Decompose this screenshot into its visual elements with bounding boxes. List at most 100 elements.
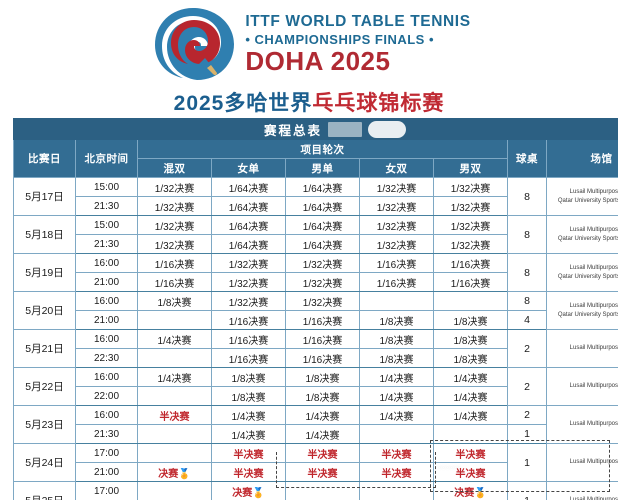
cell-womens-doubles: 1/32决赛 (359, 177, 434, 197)
cell-womens-singles: 1/8决赛 (211, 386, 286, 406)
cell-mixed-doubles: 半决赛 (137, 405, 212, 425)
cell-mens-doubles (433, 424, 508, 444)
cell-beijing-time: 21:30 (75, 196, 138, 216)
cell-venue: Lusail Multipurpose Hall (546, 481, 618, 500)
table-row: 22:30 1/16决赛 1/16决赛 1/8决赛 1/8决赛 (14, 348, 618, 368)
cell-mens-singles: 1/64决赛 (285, 196, 360, 216)
table-row: 5月24日 17:00 半决赛 半决赛 半决赛 半决赛 1 Lusail Multipurpo… (13, 443, 618, 482)
cell-womens-singles: 1/32决赛 (211, 291, 286, 311)
cell-womens-doubles: 1/4决赛 (359, 367, 434, 387)
cell-beijing-time: 16:00 (75, 329, 138, 349)
cell-mens-doubles: 1/32决赛 (433, 215, 508, 235)
venue-line-2: Qatar University Sports Complex (557, 273, 618, 280)
cell-mens-singles: 1/16决赛 (285, 310, 360, 330)
cell-venue: Lusail Multipurpose Hall (546, 405, 618, 444)
cell-womens-singles: 1/4决赛 (211, 405, 286, 425)
col-header-womens-doubles: 女双 (359, 158, 434, 178)
cell-mens-doubles: 1/32决赛 (433, 196, 508, 216)
cell-venue: Lusail Multipurpose HallQatar University… (546, 177, 618, 216)
cell-womens-doubles: 1/4决赛 (359, 405, 434, 425)
table-row: 5月17日 15:00 1/32决赛 1/64决赛 1/64决赛 1/32决赛 1/32决赛… (13, 177, 618, 216)
table-row: 21:30 1/32决赛 1/64决赛 1/64决赛 1/32决赛 1/32决赛 (14, 234, 618, 254)
cell-womens-singles: 1/32决赛 (211, 272, 286, 292)
cell-mixed-doubles (137, 348, 212, 368)
cell-mens-singles: 1/64决赛 (285, 177, 360, 197)
cell-beijing-time: 15:00 (75, 177, 138, 197)
cell-womens-doubles: 1/4决赛 (359, 386, 434, 406)
cell-beijing-time: 22:00 (75, 386, 138, 406)
cell-match-day: 5月25日 (13, 481, 76, 500)
venue-line-2: Qatar University Sports Complex (557, 197, 618, 204)
cell-match-day: 5月18日 (13, 215, 76, 254)
schedule-title-row: 赛程总表 (13, 118, 618, 140)
table-row: 21:00 1/16决赛 1/32决赛 1/32决赛 1/16决赛 1/16决赛 (14, 272, 618, 292)
cell-match-day: 5月21日 (13, 329, 76, 368)
cell-mixed-doubles: 1/32决赛 (137, 196, 212, 216)
redaction-block-a (328, 121, 362, 137)
cell-mens-doubles: 1/4决赛 (433, 405, 508, 425)
cell-match-day: 5月19日 (13, 253, 76, 292)
schedule-table-body: 5月17日 15:00 1/32决赛 1/64决赛 1/64决赛 1/32决赛 1/32决赛… (13, 177, 618, 500)
venue-line-1: Lusail Multipurpose Hall (547, 496, 618, 500)
cell-womens-singles: 1/64决赛 (211, 234, 286, 254)
cell-beijing-time: 21:30 (75, 424, 138, 444)
table-row: 5月22日 16:00 1/4决赛 1/8决赛 1/8决赛 1/4决赛 1/4决赛 2 Lusa… (13, 367, 618, 406)
cell-venue: Lusail Multipurpose HallQatar University… (546, 291, 618, 330)
cell-womens-doubles: 1/16决赛 (359, 272, 434, 292)
cell-table-count: 2 (507, 329, 547, 368)
cell-mixed-doubles: 决赛🏅 (137, 462, 212, 482)
ittf-doha-logo-icon (147, 2, 239, 86)
cell-mens-singles: 1/4决赛 (285, 424, 360, 444)
cell-mens-singles: 1/32决赛 (285, 291, 360, 311)
cell-mens-doubles: 1/8决赛 (433, 348, 508, 368)
cell-beijing-time: 16:00 (75, 291, 138, 311)
cell-mixed-doubles (137, 481, 212, 500)
cell-mixed-doubles: 1/16决赛 (137, 253, 212, 273)
col-header-tables: 球桌 (507, 139, 547, 178)
cell-womens-doubles (359, 481, 434, 500)
cell-mens-singles: 半决赛 (285, 443, 360, 463)
cell-womens-doubles: 1/8决赛 (359, 329, 434, 349)
cell-table-count: 1 (507, 481, 547, 500)
cell-mixed-doubles: 1/32决赛 (137, 215, 212, 235)
schedule-table-container: 赛程总表 比赛日 北京时间 项目轮次 球桌 场馆 混双 女单 (13, 118, 618, 500)
venue-line-1: Lusail Multipurpose Hall (569, 303, 618, 310)
cell-beijing-time: 21:30 (75, 234, 138, 254)
cell-womens-singles: 1/8决赛 (211, 367, 286, 387)
cell-mens-doubles: 1/4决赛 (433, 367, 508, 387)
cell-venue: Lusail Multipurpose Hall (546, 329, 618, 368)
logo-line-2: • CHAMPIONSHIPS FINALS • (245, 31, 434, 47)
cell-mens-doubles: 半决赛 (433, 462, 508, 482)
header-row-top: 比赛日 北京时间 项目轮次 球桌 场馆 (13, 139, 618, 178)
cell-mens-doubles: 1/16决赛 (433, 253, 508, 273)
cell-mixed-doubles: 1/4决赛 (137, 329, 212, 349)
cell-mens-doubles: 1/8决赛 (433, 310, 508, 330)
cell-mixed-doubles: 1/32决赛 (137, 177, 212, 197)
col-header-womens-singles: 女单 (211, 158, 286, 178)
cell-womens-singles: 1/16决赛 (211, 310, 286, 330)
cell-beijing-time: 17:00 (75, 443, 138, 463)
header-row-events: 混双 女单 男单 女双 男双 (14, 158, 618, 178)
cell-beijing-time: 22:30 (75, 348, 138, 368)
cell-mixed-doubles: 1/8决赛 (137, 291, 212, 311)
table-row: 5月19日 16:00 1/16决赛 1/32决赛 1/32决赛 1/16决赛 1/16决赛… (13, 253, 618, 292)
cell-mens-singles: 1/64决赛 (285, 215, 360, 235)
col-header-time: 北京时间 (75, 139, 138, 178)
cell-mixed-doubles (137, 424, 212, 444)
col-header-mens-singles: 男单 (285, 158, 360, 178)
cell-venue: Lusail Multipurpose HallQatar University… (546, 253, 618, 292)
schedule-title-text: 赛程总表 (263, 123, 322, 138)
table-row: 5月18日 15:00 1/32决赛 1/64决赛 1/64决赛 1/32决赛 1/32决赛… (13, 215, 618, 254)
cell-womens-doubles: 1/32决赛 (359, 196, 434, 216)
cell-mens-singles: 1/16决赛 (285, 329, 360, 349)
event-banner: ITTF WORLD TABLE TENNIS • CHAMPIONSHIPS … (0, 0, 618, 115)
table-row: 21:30 1/32决赛 1/64决赛 1/64决赛 1/32决赛 1/32决赛 (14, 196, 618, 216)
cell-mixed-doubles: 1/32决赛 (137, 234, 212, 254)
cell-womens-singles: 1/64决赛 (211, 196, 286, 216)
cell-match-day: 5月17日 (13, 177, 76, 216)
cell-mens-doubles: 1/16决赛 (433, 272, 508, 292)
venue-line-1: Lusail Multipurpose Hall (569, 421, 618, 428)
cell-venue: Lusail Multipurpose HallQatar University… (546, 215, 618, 254)
cell-beijing-time: 21:00 (75, 272, 138, 292)
cell-table-count: 4 (507, 310, 547, 330)
